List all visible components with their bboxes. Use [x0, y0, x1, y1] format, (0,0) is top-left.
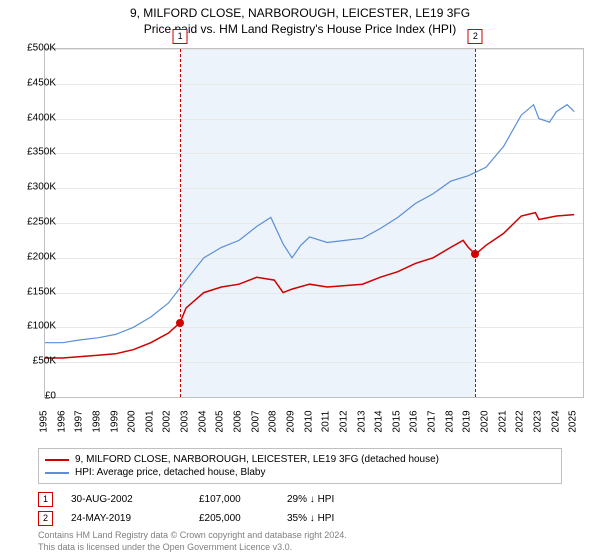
marker-vline — [475, 49, 476, 397]
y-axis-label: £250K — [16, 217, 56, 228]
transaction-price: £205,000 — [199, 513, 269, 524]
x-axis-label: 2005 — [215, 407, 226, 437]
transaction-marker: 1 — [38, 492, 53, 507]
legend: 9, MILFORD CLOSE, NARBOROUGH, LEICESTER,… — [38, 448, 562, 484]
transaction-row: 2 24-MAY-2019 £205,000 35% ↓ HPI — [38, 509, 377, 528]
x-axis-label: 2020 — [479, 407, 490, 437]
y-axis-label: £300K — [16, 182, 56, 193]
transaction-row: 1 30-AUG-2002 £107,000 29% ↓ HPI — [38, 490, 377, 509]
copyright-notice: Contains HM Land Registry data © Crown c… — [38, 530, 347, 553]
chart-title: 9, MILFORD CLOSE, NARBOROUGH, LEICESTER,… — [0, 0, 600, 20]
x-axis-label: 2019 — [462, 407, 473, 437]
chart-container: 9, MILFORD CLOSE, NARBOROUGH, LEICESTER,… — [0, 0, 600, 560]
y-axis-label: £200K — [16, 251, 56, 262]
transaction-date: 30-AUG-2002 — [71, 494, 181, 505]
x-axis-label: 2007 — [250, 407, 261, 437]
y-axis-label: £450K — [16, 77, 56, 88]
y-axis-label: £500K — [16, 43, 56, 54]
plot-area: 12 — [44, 48, 584, 398]
transaction-date: 24-MAY-2019 — [71, 513, 181, 524]
x-axis-label: 2001 — [144, 407, 155, 437]
transaction-table: 1 30-AUG-2002 £107,000 29% ↓ HPI 2 24-MA… — [38, 490, 377, 528]
transaction-price: £107,000 — [199, 494, 269, 505]
legend-item: HPI: Average price, detached house, Blab… — [45, 466, 555, 479]
x-axis-label: 2004 — [197, 407, 208, 437]
line-series-svg — [45, 49, 583, 397]
transaction-pct: 35% ↓ HPI — [287, 513, 377, 524]
marker-flag: 2 — [468, 29, 483, 44]
x-axis-label: 2016 — [409, 407, 420, 437]
x-axis-label: 2000 — [127, 407, 138, 437]
y-axis-label: £400K — [16, 112, 56, 123]
x-axis-label: 1999 — [109, 407, 120, 437]
x-axis-label: 2021 — [497, 407, 508, 437]
series-line-hpi — [45, 105, 574, 343]
marker-dot — [471, 250, 479, 258]
legend-label: HPI: Average price, detached house, Blab… — [75, 467, 266, 478]
y-axis-label: £350K — [16, 147, 56, 158]
marker-flag: 1 — [173, 29, 188, 44]
copyright-line: Contains HM Land Registry data © Crown c… — [38, 530, 347, 542]
series-line-price_paid — [45, 213, 574, 358]
x-axis-label: 2014 — [374, 407, 385, 437]
transaction-pct: 29% ↓ HPI — [287, 494, 377, 505]
x-axis-label: 2017 — [427, 407, 438, 437]
x-axis-label: 2025 — [568, 407, 579, 437]
marker-vline — [180, 49, 181, 397]
x-axis-label: 2006 — [233, 407, 244, 437]
x-axis-label: 2008 — [268, 407, 279, 437]
transaction-marker: 2 — [38, 511, 53, 526]
y-axis-label: £150K — [16, 286, 56, 297]
x-axis-label: 1998 — [91, 407, 102, 437]
x-axis-label: 1996 — [56, 407, 67, 437]
legend-swatch — [45, 459, 69, 461]
x-axis-label: 2023 — [532, 407, 543, 437]
legend-swatch — [45, 472, 69, 474]
y-axis-label: £0 — [16, 391, 56, 402]
legend-label: 9, MILFORD CLOSE, NARBOROUGH, LEICESTER,… — [75, 454, 439, 465]
x-axis-label: 2012 — [338, 407, 349, 437]
x-axis-label: 2010 — [303, 407, 314, 437]
y-axis-label: £100K — [16, 321, 56, 332]
x-axis-label: 2013 — [356, 407, 367, 437]
copyright-line: This data is licensed under the Open Gov… — [38, 542, 347, 554]
x-axis-label: 2022 — [515, 407, 526, 437]
y-axis-label: £50K — [16, 356, 56, 367]
x-axis-label: 1995 — [39, 407, 50, 437]
chart-subtitle: Price paid vs. HM Land Registry's House … — [0, 20, 600, 36]
x-axis-label: 2002 — [162, 407, 173, 437]
x-axis-label: 2018 — [444, 407, 455, 437]
x-axis-label: 1997 — [74, 407, 85, 437]
x-axis-label: 2015 — [391, 407, 402, 437]
x-axis-label: 2024 — [550, 407, 561, 437]
x-axis-label: 2003 — [180, 407, 191, 437]
legend-item: 9, MILFORD CLOSE, NARBOROUGH, LEICESTER,… — [45, 453, 555, 466]
x-axis-label: 2011 — [321, 407, 332, 437]
marker-dot — [176, 319, 184, 327]
x-axis-label: 2009 — [285, 407, 296, 437]
